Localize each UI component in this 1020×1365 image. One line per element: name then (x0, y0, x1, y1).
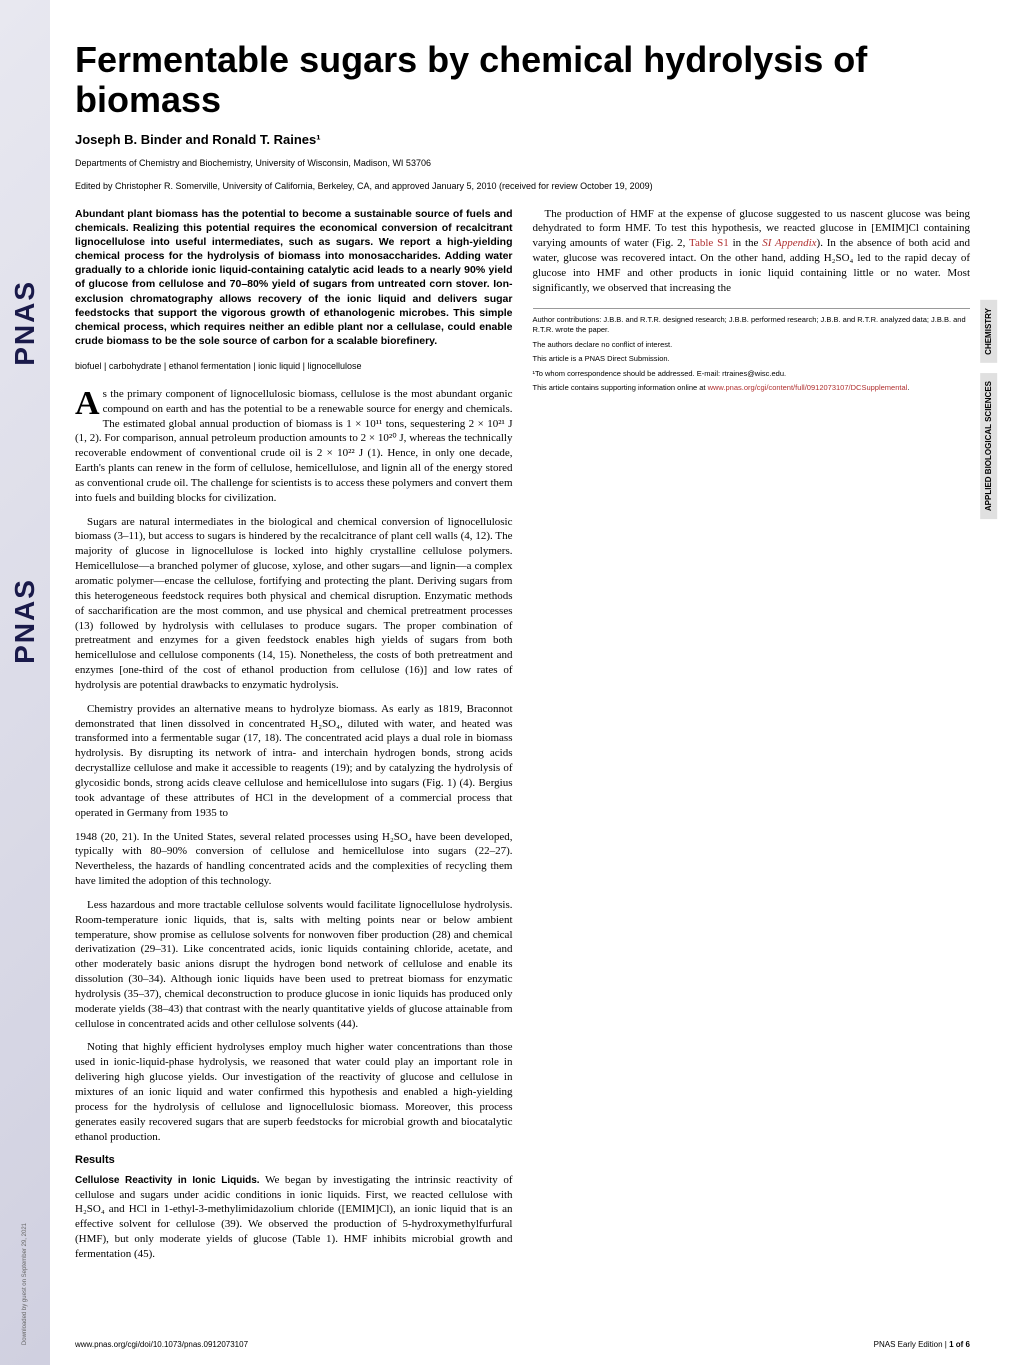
category-biological: APPLIED BIOLOGICAL SCIENCES (980, 373, 997, 519)
f5-b: . (907, 383, 909, 392)
dropcap: A (75, 387, 103, 420)
subsection-cellulose: Cellulose Reactivity in Ionic Liquids. (75, 1175, 260, 1186)
footer-page: PNAS Early Edition | 1 of 6 (874, 1339, 970, 1350)
footer-pagenum: 1 of 6 (949, 1340, 970, 1349)
intro-p5: Noting that highly efficient hydrolyses … (75, 1040, 513, 1144)
category-rail: CHEMISTRY APPLIED BIOLOGICAL SCIENCES (980, 300, 1005, 529)
footnote-conflict: The authors declare no conflict of inter… (533, 340, 971, 351)
edited-by: Edited by Christopher R. Somerville, Uni… (75, 180, 970, 193)
results-p1: Cellulose Reactivity in Ionic Liquids. W… (75, 1173, 513, 1262)
footnotes: Author contributions: J.B.B. and R.T.R. … (533, 308, 971, 394)
category-chemistry: CHEMISTRY (980, 300, 997, 363)
results-p2: The production of HMF at the expense of … (533, 207, 971, 296)
abstract: Abundant plant biomass has the potential… (75, 207, 513, 349)
footer-edition: PNAS Early Edition | (874, 1340, 949, 1349)
pnas-logo: PNAS (5, 20, 44, 1223)
keywords: biofuel | carbohydrate | ethanol ferment… (75, 360, 513, 373)
intro-p1: As the primary component of lignocellulo… (75, 387, 513, 506)
article-title: Fermentable sugars by chemical hydrolysi… (75, 40, 970, 119)
main-content: CHEMISTRY APPLIED BIOLOGICAL SCIENCES Fe… (50, 0, 1020, 1365)
intro-p4: Less hazardous and more tractable cellul… (75, 898, 513, 1032)
intro-p3: Chemistry provides an alternative means … (75, 702, 513, 821)
si-appendix-link[interactable]: SI Appendix (762, 237, 816, 249)
footer-doi: www.pnas.org/cgi/doi/10.1073/pnas.091207… (75, 1339, 248, 1350)
affiliation: Departments of Chemistry and Biochemistr… (75, 157, 970, 170)
table-s1-link[interactable]: Table S1 (689, 237, 729, 249)
footnote-submission: This article is a PNAS Direct Submission… (533, 354, 971, 365)
author-list: Joseph B. Binder and Ronald T. Raines¹ (75, 131, 970, 149)
footnote-supporting: This article contains supporting informa… (533, 383, 971, 394)
r2-mid: in the (729, 237, 762, 249)
p1-text: s the primary component of lignocellulos… (75, 388, 513, 504)
results-heading: Results (75, 1153, 513, 1168)
article-body: Abundant plant biomass has the potential… (75, 207, 970, 1287)
pnas-logo-repeat: PNAS (5, 280, 44, 366)
download-note: Downloaded by guest on September 29, 202… (21, 1223, 29, 1345)
supplemental-link[interactable]: www.pnas.org/cgi/content/full/0912073107… (708, 383, 908, 392)
left-sidebar: PNAS PNAS Downloaded by guest on Septemb… (0, 0, 50, 1365)
page-footer: www.pnas.org/cgi/doi/10.1073/pnas.091207… (75, 1339, 970, 1350)
intro-p3b: 1948 (20, 21). In the United States, sev… (75, 830, 513, 889)
f5-a: This article contains supporting informa… (533, 383, 708, 392)
footnote-correspondence: ¹To whom correspondence should be addres… (533, 369, 971, 380)
intro-p2: Sugars are natural intermediates in the … (75, 515, 513, 693)
footnote-contributions: Author contributions: J.B.B. and R.T.R. … (533, 315, 971, 336)
r1-text: We began by investigating the intrinsic … (75, 1174, 513, 1260)
